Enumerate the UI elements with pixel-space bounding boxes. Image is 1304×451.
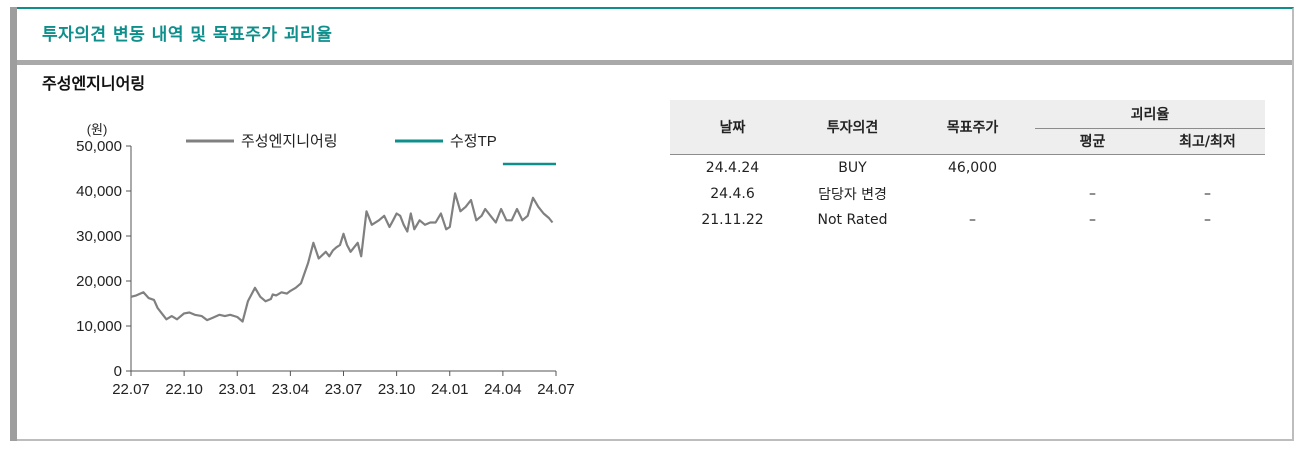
y-tick-label: 50,000	[76, 138, 122, 155]
row-target: –	[969, 211, 976, 228]
row-high-low: –	[1204, 185, 1211, 202]
report-frame	[10, 7, 1294, 441]
x-tick-label: 22.10	[165, 381, 203, 398]
row-opinion: BUY	[838, 159, 867, 176]
row-average: –	[1089, 211, 1096, 228]
x-tick-label: 23.07	[325, 381, 363, 398]
legend-label-price: 주성엔지니어링	[241, 133, 338, 150]
header-opinion: 투자의견	[795, 100, 910, 155]
x-tick-label: 23.10	[378, 381, 416, 398]
row-opinion: Not Rated	[817, 211, 888, 228]
x-tick-label: 24.07	[537, 381, 575, 398]
legend-label-target: 수정TP	[450, 133, 497, 150]
row-average: –	[1089, 185, 1096, 202]
row-high-low	[1150, 154, 1265, 181]
opinion-table: 날짜 투자의견 목표주가 괴리율 평균 최고/최저 24.4.24 BUY 46…	[670, 100, 1265, 233]
x-tick-label: 24.01	[431, 381, 469, 398]
row-target	[910, 181, 1035, 207]
header-band	[17, 9, 1292, 60]
header-disparity: 괴리율	[1035, 100, 1265, 128]
y-tick-label: 10,000	[76, 318, 122, 335]
row-opinion: 담당자 변경	[818, 186, 887, 203]
header-date: 날짜	[670, 100, 795, 155]
y-tick-label: 40,000	[76, 183, 122, 200]
left-accent-bar	[10, 7, 17, 441]
x-tick-label: 24.04	[484, 381, 522, 398]
company-name: 주성엔지니어링	[42, 74, 146, 93]
x-tick-label: 23.04	[272, 381, 310, 398]
header-divider	[17, 60, 1292, 65]
x-tick-label: 22.07	[112, 381, 150, 398]
header-target-price: 목표주가	[910, 100, 1035, 155]
row-date: 21.11.22	[701, 211, 764, 228]
row-average	[1035, 154, 1150, 181]
row-date: 24.4.24	[705, 159, 760, 176]
x-tick-label: 23.01	[218, 381, 256, 398]
y-tick-label: 0	[114, 363, 122, 380]
table-row: 21.11.22 Not Rated – – –	[670, 207, 1265, 233]
y-tick-label: 30,000	[76, 228, 122, 245]
header-average: 평균	[1035, 127, 1150, 155]
row-high-low: –	[1204, 211, 1211, 228]
y-axis-unit-label: (원)	[87, 122, 108, 137]
table-row: 24.4.6 담당자 변경 – –	[670, 181, 1265, 207]
y-tick-label: 20,000	[76, 273, 122, 290]
header-high-low: 최고/최저	[1150, 127, 1265, 155]
table-row: 24.4.24 BUY 46,000	[670, 154, 1265, 181]
price-series-line	[130, 192, 554, 323]
row-target: 46,000	[948, 159, 997, 176]
section-title: 투자의견 변동 내역 및 목표주가 괴리율	[42, 25, 333, 45]
row-date: 24.4.6	[710, 185, 755, 202]
